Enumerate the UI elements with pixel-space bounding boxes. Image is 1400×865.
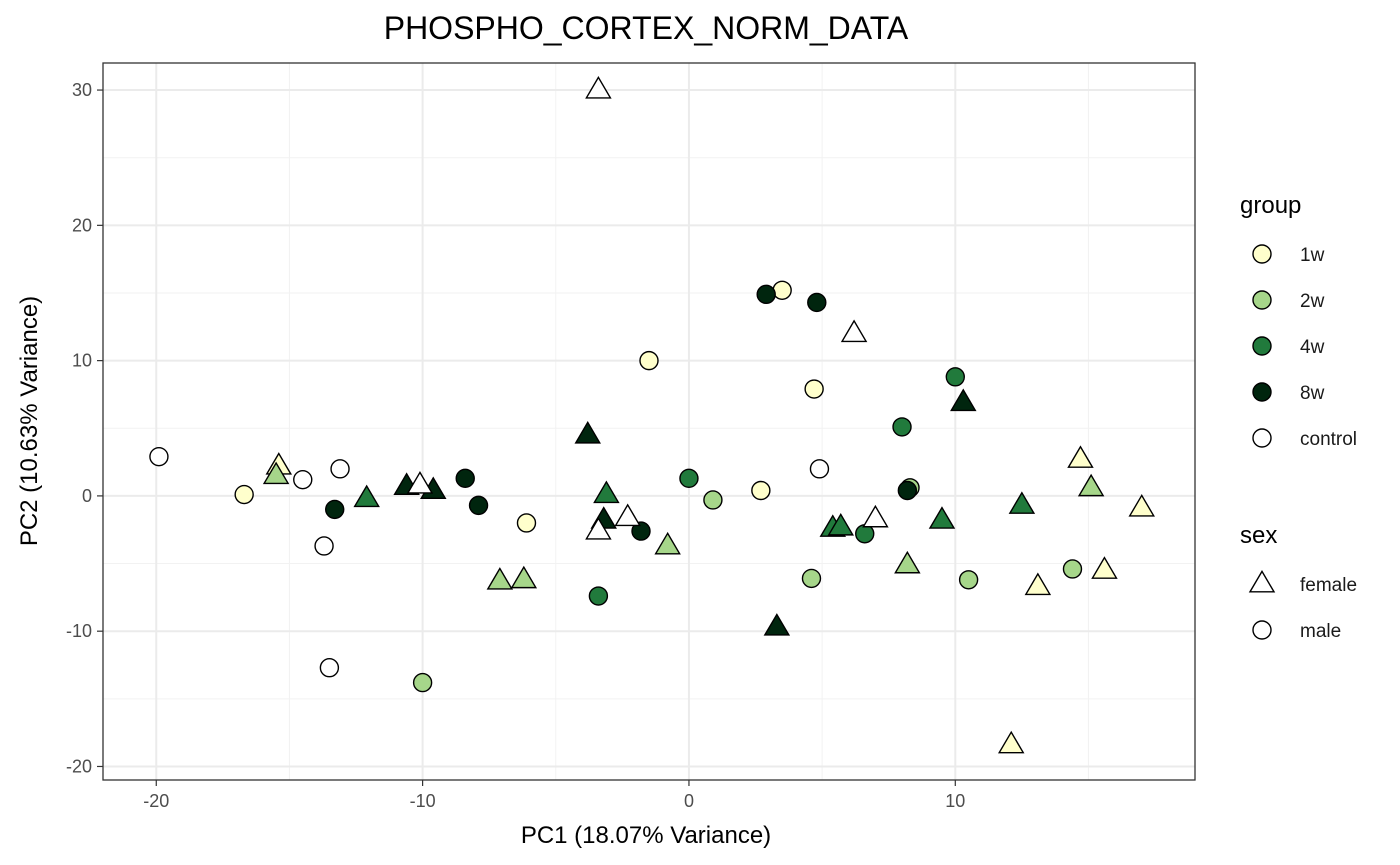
data-point-circle [516, 513, 537, 533]
data-point-circle [892, 417, 912, 437]
data-point-circle [751, 480, 771, 501]
chart-title: PHOSPHO_CORTEX_NORM_DATA [384, 10, 909, 46]
data-point-circle [1062, 559, 1083, 579]
data-point-circle [958, 570, 979, 590]
data-point-circle [319, 658, 340, 678]
data-point-triangle [950, 388, 977, 412]
sex-legend-key [1248, 569, 1276, 593]
sex-legend-key [1252, 620, 1272, 640]
x-tick-label: 10 [945, 791, 965, 811]
data-points [149, 76, 1155, 754]
data-point-triangle [1091, 556, 1118, 579]
x-tick-label: -10 [410, 791, 436, 811]
data-point-circle [639, 350, 659, 371]
y-tick-label: 30 [72, 80, 92, 100]
data-point-circle [149, 446, 169, 467]
group-legend-label: 2w [1300, 291, 1325, 312]
y-tick-label: 10 [72, 351, 92, 371]
data-point-circle [809, 459, 830, 479]
data-point-circle [314, 536, 334, 556]
data-point-circle [588, 586, 609, 606]
group-legend-label: 8w [1300, 383, 1325, 404]
data-point-triangle [928, 506, 956, 529]
data-point-circle [679, 468, 699, 489]
data-point-triangle [840, 319, 868, 343]
data-point-triangle [406, 471, 434, 494]
group-legend-key [1252, 336, 1272, 356]
data-point-triangle [585, 517, 612, 540]
y-tick-label: -10 [66, 621, 92, 641]
data-point-circle [945, 367, 965, 387]
data-point-triangle [1024, 572, 1052, 596]
group-legend-label: control [1300, 429, 1357, 450]
data-point-triangle [486, 567, 514, 590]
x-tick-label: -20 [143, 791, 169, 811]
panel-background [103, 63, 1195, 780]
plot-panel [102, 62, 1196, 781]
data-point-triangle [654, 531, 681, 555]
y-axis-title: PC2 (10.63% Variance) [16, 296, 43, 546]
data-point-triangle [574, 420, 601, 444]
legend: group 1w 2w 4w 8w control sex female male [1240, 192, 1357, 642]
data-point-circle [807, 292, 827, 313]
data-point-circle [897, 480, 918, 501]
sex-legend-title: sex [1240, 522, 1277, 549]
group-legend-title: group [1240, 192, 1301, 219]
data-point-circle [330, 459, 350, 479]
data-point-circle [703, 490, 723, 510]
data-point-triangle [593, 480, 620, 504]
sex-legend-items: female male [1248, 569, 1357, 642]
data-point-triangle [353, 484, 380, 508]
sex-legend-label: male [1300, 621, 1341, 642]
data-point-circle [804, 379, 824, 399]
group-legend-key [1252, 382, 1272, 402]
group-legend-label: 4w [1300, 337, 1325, 358]
group-legend-key [1252, 428, 1272, 448]
data-point-circle [772, 280, 792, 300]
data-point-circle [756, 284, 776, 305]
data-point-triangle [1008, 491, 1036, 514]
data-point-triangle [827, 512, 855, 536]
sex-legend-label: female [1300, 575, 1357, 596]
data-point-circle [631, 521, 651, 541]
data-point-circle [855, 524, 875, 544]
y-tick-label: 0 [82, 486, 92, 506]
x-tick-label: 0 [684, 791, 694, 811]
panel-border [102, 62, 1196, 781]
data-point-triangle [510, 565, 538, 589]
group-legend-items: 1w 2w 4w 8w control [1252, 244, 1357, 450]
data-point-circle [468, 495, 489, 516]
data-point-circle [455, 468, 475, 489]
data-point-triangle [862, 504, 889, 528]
y-tick-label: 20 [72, 215, 92, 235]
x-axis: -20 -10 0 10 [143, 780, 965, 811]
y-axis: -20 -10 0 10 20 30 [66, 80, 103, 776]
data-point-triangle [262, 461, 290, 485]
group-legend-key [1252, 244, 1272, 264]
group-legend-key [1252, 290, 1272, 310]
data-point-triangle [894, 550, 921, 574]
minor-gridlines [103, 63, 1195, 780]
x-axis-title: PC1 (18.07% Variance) [521, 822, 771, 849]
group-legend-label: 1w [1300, 245, 1325, 266]
data-point-triangle [585, 76, 612, 99]
data-point-circle [412, 672, 433, 693]
data-point-triangle [614, 503, 641, 527]
y-tick-label: -20 [66, 756, 92, 776]
data-point-circle [234, 484, 254, 505]
data-point-triangle [997, 730, 1025, 754]
data-point-triangle [1128, 494, 1155, 517]
data-point-triangle [1067, 445, 1094, 468]
data-point-circle [801, 568, 822, 589]
data-point-triangle [1077, 473, 1105, 497]
data-point-circle [325, 499, 345, 520]
data-point-triangle [763, 613, 791, 636]
data-point-circle [293, 469, 313, 490]
